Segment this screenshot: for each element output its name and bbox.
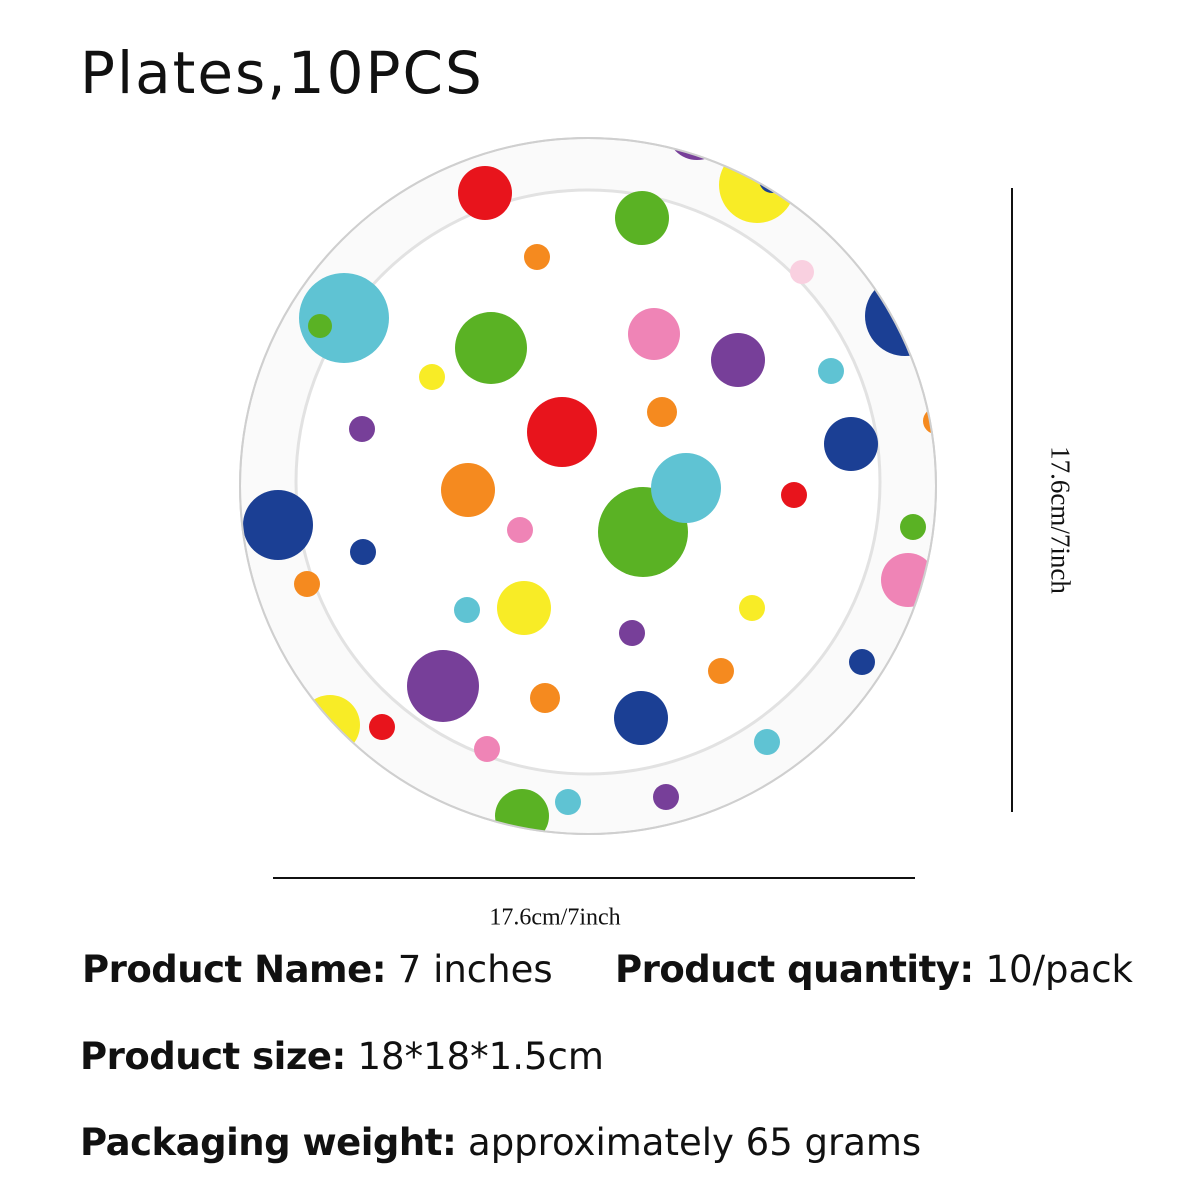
spec-value: 18*18*1.5cm: [357, 1035, 604, 1078]
plate-illustration: [239, 137, 1013, 879]
spec-label: Product quantity:: [615, 948, 974, 991]
spec-row: Product Name: 7 inches: [82, 947, 553, 993]
width-label: 17.6cm/7inch: [489, 904, 621, 931]
spec-value: 7 inches: [397, 948, 553, 991]
spec-label: Product size:: [80, 1035, 346, 1078]
spec-value: 10/pack: [985, 948, 1133, 991]
height-label: 17.6cm/7inch: [1045, 446, 1076, 594]
spec-label: Product Name:: [82, 948, 387, 991]
spec-value: approximately 65 grams: [468, 1121, 922, 1164]
spec-label: Packaging weight:: [80, 1121, 457, 1164]
spec-row: Product size: 18*18*1.5cm: [80, 1034, 604, 1080]
title: Plates,10PCS: [80, 39, 484, 107]
spec-row: Product quantity: 10/pack: [615, 947, 1133, 993]
spec-row: Packaging weight: approximately 65 grams: [80, 1120, 921, 1166]
